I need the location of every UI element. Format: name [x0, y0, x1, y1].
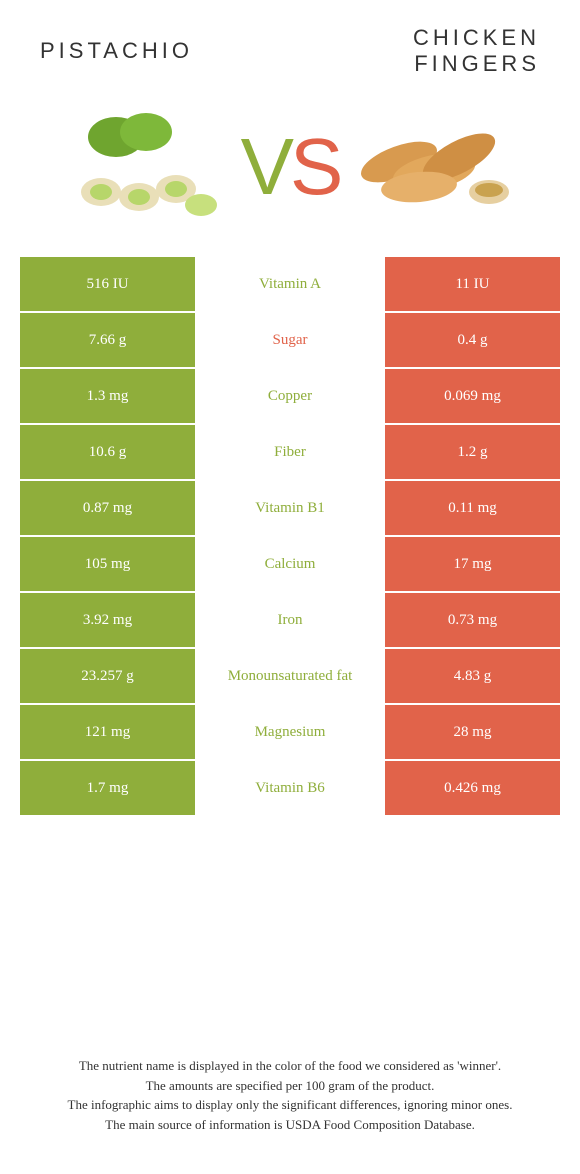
table-row: 1.7 mgVitamin B60.426 mg: [20, 761, 560, 815]
value-right: 0.069 mg: [385, 369, 560, 423]
value-left: 1.3 mg: [20, 369, 195, 423]
value-left: 7.66 g: [20, 313, 195, 367]
table-row: 3.92 mgIron0.73 mg: [20, 593, 560, 647]
pistachio-illustration: [61, 107, 231, 227]
nutrient-label: Monounsaturated fat: [195, 649, 385, 703]
nutrient-label: Fiber: [195, 425, 385, 479]
chicken-fingers-illustration: [349, 107, 519, 227]
header: PISTACHIO CHICKEN FINGERS: [0, 0, 580, 97]
table-row: 23.257 gMonounsaturated fat4.83 g: [20, 649, 560, 703]
table-row: 7.66 gSugar0.4 g: [20, 313, 560, 367]
footer-line: The amounts are specified per 100 gram o…: [30, 1076, 550, 1096]
vs-row: VS: [0, 97, 580, 257]
footer-line: The nutrient name is displayed in the co…: [30, 1056, 550, 1076]
value-left: 3.92 mg: [20, 593, 195, 647]
value-left: 105 mg: [20, 537, 195, 591]
table-row: 105 mgCalcium17 mg: [20, 537, 560, 591]
food-title-left: PISTACHIO: [40, 38, 290, 64]
table-row: 0.87 mgVitamin B10.11 mg: [20, 481, 560, 535]
footer-notes: The nutrient name is displayed in the co…: [0, 1056, 580, 1134]
value-left: 1.7 mg: [20, 761, 195, 815]
value-left: 516 IU: [20, 257, 195, 311]
footer-line: The infographic aims to display only the…: [30, 1095, 550, 1115]
table-row: 516 IUVitamin A11 IU: [20, 257, 560, 311]
value-right: 0.11 mg: [385, 481, 560, 535]
value-right: 11 IU: [385, 257, 560, 311]
footer-line: The main source of information is USDA F…: [30, 1115, 550, 1135]
value-right: 17 mg: [385, 537, 560, 591]
nutrient-label: Copper: [195, 369, 385, 423]
table-row: 10.6 gFiber1.2 g: [20, 425, 560, 479]
value-right: 0.73 mg: [385, 593, 560, 647]
value-left: 121 mg: [20, 705, 195, 759]
table-row: 1.3 mgCopper0.069 mg: [20, 369, 560, 423]
value-right: 1.2 g: [385, 425, 560, 479]
value-left: 23.257 g: [20, 649, 195, 703]
nutrient-label: Magnesium: [195, 705, 385, 759]
vs-label: VS: [241, 121, 340, 213]
value-right: 28 mg: [385, 705, 560, 759]
nutrient-label: Iron: [195, 593, 385, 647]
nutrient-label: Sugar: [195, 313, 385, 367]
value-right: 4.83 g: [385, 649, 560, 703]
nutrient-comparison-table: 516 IUVitamin A11 IU7.66 gSugar0.4 g1.3 …: [20, 257, 560, 815]
value-right: 0.4 g: [385, 313, 560, 367]
table-row: 121 mgMagnesium28 mg: [20, 705, 560, 759]
value-left: 0.87 mg: [20, 481, 195, 535]
nutrient-label: Vitamin B1: [195, 481, 385, 535]
nutrient-label: Calcium: [195, 537, 385, 591]
nutrient-label: Vitamin A: [195, 257, 385, 311]
nutrient-label: Vitamin B6: [195, 761, 385, 815]
food-title-right: CHICKEN FINGERS: [290, 25, 540, 77]
value-right: 0.426 mg: [385, 761, 560, 815]
value-left: 10.6 g: [20, 425, 195, 479]
